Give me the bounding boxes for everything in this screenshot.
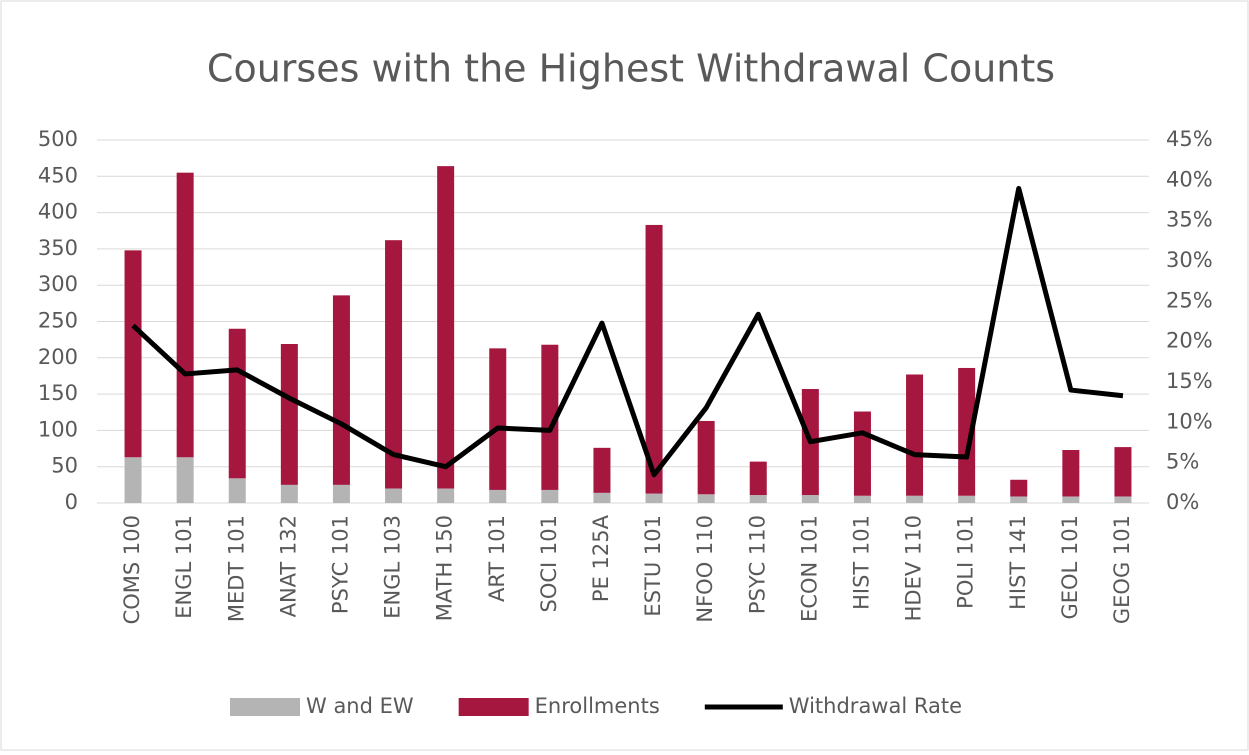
bar-segment [1114,447,1132,497]
bar-segment [593,492,611,503]
x-tick-label: PE 125A [589,514,613,602]
bar-segment [749,461,767,496]
bar-segment [1062,450,1080,497]
y-tick-label: 50 [51,454,78,478]
x-tick-label: PSYC 110 [745,515,769,614]
bar-segment [124,457,142,503]
y2-tick-label: 5% [1166,450,1199,474]
y2-tick-label: 25% [1166,288,1213,312]
bar-segment [593,447,611,493]
bar-segment [541,489,559,503]
bar-segment [385,240,403,489]
bar-segment [906,495,924,503]
x-tick-label: HDEV 110 [902,515,926,621]
legend-label: Enrollments [535,694,660,718]
bar-segment [645,493,663,503]
legend-swatch [458,698,529,716]
bar-segment [332,295,350,485]
bar-segment [176,172,194,458]
bar-segment [853,495,871,503]
y2-tick-label: 10% [1166,409,1213,433]
bar-segment [853,411,871,496]
y2-tick-label: 15% [1166,369,1213,393]
bar-segment [541,344,559,490]
y-tick-label: 250 [38,309,78,333]
bar-segment [228,328,246,479]
bar-segment [645,224,663,494]
x-tick-label: ESTU 101 [641,515,665,617]
bar-segment [280,344,298,485]
bar-segment [1010,479,1028,497]
bar-segment [385,488,403,503]
bar-segment [906,374,924,496]
x-tick-label: SOCI 101 [537,515,561,612]
x-tick-label: HIST 101 [849,515,873,610]
bar-segment [801,495,819,503]
x-tick-label: GEOG 101 [1110,515,1134,624]
bar-segment [124,250,142,458]
bar-segment [1062,496,1080,503]
bar-segment [958,367,976,496]
y-tick-label: 200 [38,345,78,369]
x-tick-label: ECON 101 [797,515,821,622]
legend-label: W and EW [306,694,414,718]
y2-tick-label: 30% [1166,248,1213,272]
bar-segment [489,489,507,503]
y-tick-label: 0 [65,490,78,514]
y2-tick-label: 0% [1166,490,1199,514]
line-series [131,185,1124,478]
y-tick-label: 450 [38,163,78,187]
x-tick-label: POLI 101 [954,515,978,609]
bar-segment [1114,496,1132,503]
bar-segment [1010,496,1028,503]
y-tick-label: 500 [38,127,78,151]
y-tick-label: 300 [38,272,78,296]
legend-swatch [230,698,300,716]
y2-tick-label: 20% [1166,329,1213,353]
bar-segment [176,457,194,503]
bar-segment [280,484,298,503]
bar-segment [749,495,767,503]
y-tick-label: 100 [38,417,78,441]
x-tick-label: HIST 141 [1006,515,1030,610]
bar-segment [332,484,350,503]
chart-title: Courses with the Highest Withdrawal Coun… [207,47,1055,91]
y-tick-label: 400 [38,200,78,224]
x-tick-label: ENGL 101 [172,515,196,619]
legend-label: Withdrawal Rate [789,694,962,718]
y2-tick-label: 45% [1166,127,1213,151]
bar-segment [958,495,976,503]
x-tick-label: GEOL 101 [1058,515,1082,620]
bar-segment [437,166,455,489]
x-tick-label: MATH 150 [433,515,457,621]
y-tick-label: 150 [38,381,78,405]
x-tick-label: ANAT 132 [276,515,300,617]
y2-tick-label: 40% [1166,167,1213,191]
x-tick-label: ENGL 103 [381,515,405,619]
bar-segment [228,478,246,503]
bar-segment [489,348,507,490]
y-tick-label: 350 [38,236,78,260]
x-tick-label: PSYC 101 [328,515,352,614]
bar-segment [697,494,715,503]
x-tick-label: MEDT 101 [224,515,248,622]
x-tick-label: ART 101 [485,515,509,602]
x-tick-label: NFOO 110 [693,515,717,623]
bar-segment [697,420,715,495]
bar-segment [437,488,455,503]
y2-tick-label: 35% [1166,208,1213,232]
x-tick-label: COMS 100 [120,515,144,624]
